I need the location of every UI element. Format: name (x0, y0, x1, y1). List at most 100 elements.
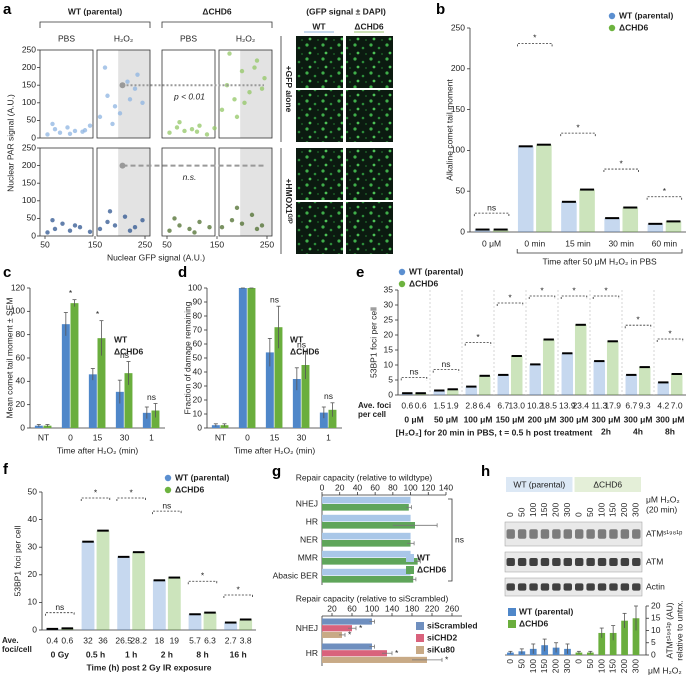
point (239, 221, 245, 226)
condition-label: H₂O₂ (114, 33, 133, 43)
bar (322, 643, 372, 650)
x-tick-label: 0 μM (404, 414, 423, 424)
average-label: 0.6 (61, 635, 73, 645)
average-label: 36 (98, 635, 108, 645)
sig-label: * (668, 328, 672, 338)
legend-marker (416, 634, 424, 642)
blot-band (586, 558, 595, 566)
average-label: 6.7 (497, 400, 509, 410)
x-tick-label: 30 (297, 432, 307, 442)
blot-band (517, 583, 527, 591)
x-tick-label: 220 (425, 603, 439, 613)
y-axis-label: Fraction of damage remaining (182, 301, 192, 414)
average-label: 13.0 (508, 400, 525, 410)
x-tick-label: 150 (608, 659, 618, 673)
x-tick-label: 100 (528, 659, 538, 673)
sig-label: * (636, 314, 640, 324)
sig-label: * (604, 285, 608, 295)
sig-bracket (528, 295, 556, 299)
annotation: p < 0.01 (173, 91, 205, 101)
sig-bracket (80, 497, 111, 501)
bar (322, 558, 418, 565)
blot-band (540, 529, 550, 539)
y-tick-label: 35 (384, 284, 394, 294)
y-tick-label: 0 (31, 132, 36, 142)
blot-band (563, 558, 572, 566)
point (259, 86, 265, 91)
average-label: 18 (155, 635, 165, 645)
sig-label: * (620, 158, 624, 168)
plot-frame (218, 147, 273, 237)
strip (638, 367, 651, 395)
strip (81, 541, 95, 630)
x-tick-label: 150 μM (496, 414, 525, 424)
x-tick-label: 15 (93, 432, 103, 442)
plot-frame (96, 49, 151, 139)
x-tick-label: 300 (631, 659, 641, 673)
sig-bracket (152, 510, 182, 515)
average-label: 18.5 (540, 400, 557, 410)
strip (529, 364, 542, 395)
average-label: 26.5 (115, 635, 132, 645)
point (204, 132, 210, 137)
x-tick-label: 30 (120, 432, 130, 442)
x-tick-label: 180 (405, 603, 419, 613)
y-tick-label: 5 (651, 637, 656, 647)
blot-band (575, 529, 584, 539)
sig-label: * (237, 584, 241, 594)
average-label: 32 (83, 635, 93, 645)
strip (224, 622, 238, 630)
group-title: ΔCHD6 (593, 479, 622, 489)
average-title: Ave. foci per cell (358, 401, 392, 419)
x-tick-label: 50 (516, 659, 526, 669)
average-label: 6.3 (204, 635, 216, 645)
x-tick-label: 20 (327, 603, 337, 613)
sig-label: ns (410, 367, 419, 377)
micrograph (346, 36, 393, 88)
point (252, 65, 257, 70)
point (110, 121, 115, 127)
point (212, 125, 217, 131)
bar (322, 568, 411, 576)
blot-band (529, 583, 538, 591)
strip (536, 144, 552, 232)
strip (670, 374, 683, 395)
point (194, 129, 200, 134)
y-tick-label: 30 (193, 380, 203, 390)
strip (593, 361, 606, 395)
x-tick-label: 50 (162, 239, 172, 249)
bar (142, 412, 151, 428)
x-tick-label: 250 (138, 239, 152, 249)
y-tick-label: 250 (22, 44, 36, 54)
panel-letter: g (272, 463, 281, 480)
average-label: 6.4 (479, 400, 491, 410)
average-label: 0.4 (46, 635, 58, 645)
sig-bracket (187, 580, 218, 585)
legend-marker (508, 608, 516, 616)
strip (510, 356, 523, 395)
y-tick-label: 15 (651, 613, 661, 623)
strip (167, 577, 181, 630)
strip (152, 580, 166, 630)
x-tick-label: 300 (562, 659, 572, 673)
x-tick-label: 50 μM (434, 414, 458, 424)
y-tick-label: 0 (460, 226, 465, 236)
x-tick-label: 50 (40, 239, 50, 249)
average-label: 10.2 (527, 400, 544, 410)
point (67, 228, 73, 233)
strip (647, 223, 664, 232)
strip (433, 390, 446, 395)
sig-bracket (656, 338, 684, 342)
group-header (506, 477, 573, 492)
average-label: 4.2 (657, 400, 669, 410)
strip (517, 146, 534, 232)
y-tick-label: 100 (11, 306, 25, 316)
bar (274, 327, 283, 428)
y-tick-label: 90 (193, 296, 203, 306)
sig-label: * (508, 292, 512, 302)
panel-letter: f (3, 461, 9, 478)
x-axis-label: Time after H₂O₂ (min) (234, 445, 316, 455)
y-tick-label: 40 (28, 514, 38, 524)
y-tick-label: 50 (456, 185, 466, 195)
